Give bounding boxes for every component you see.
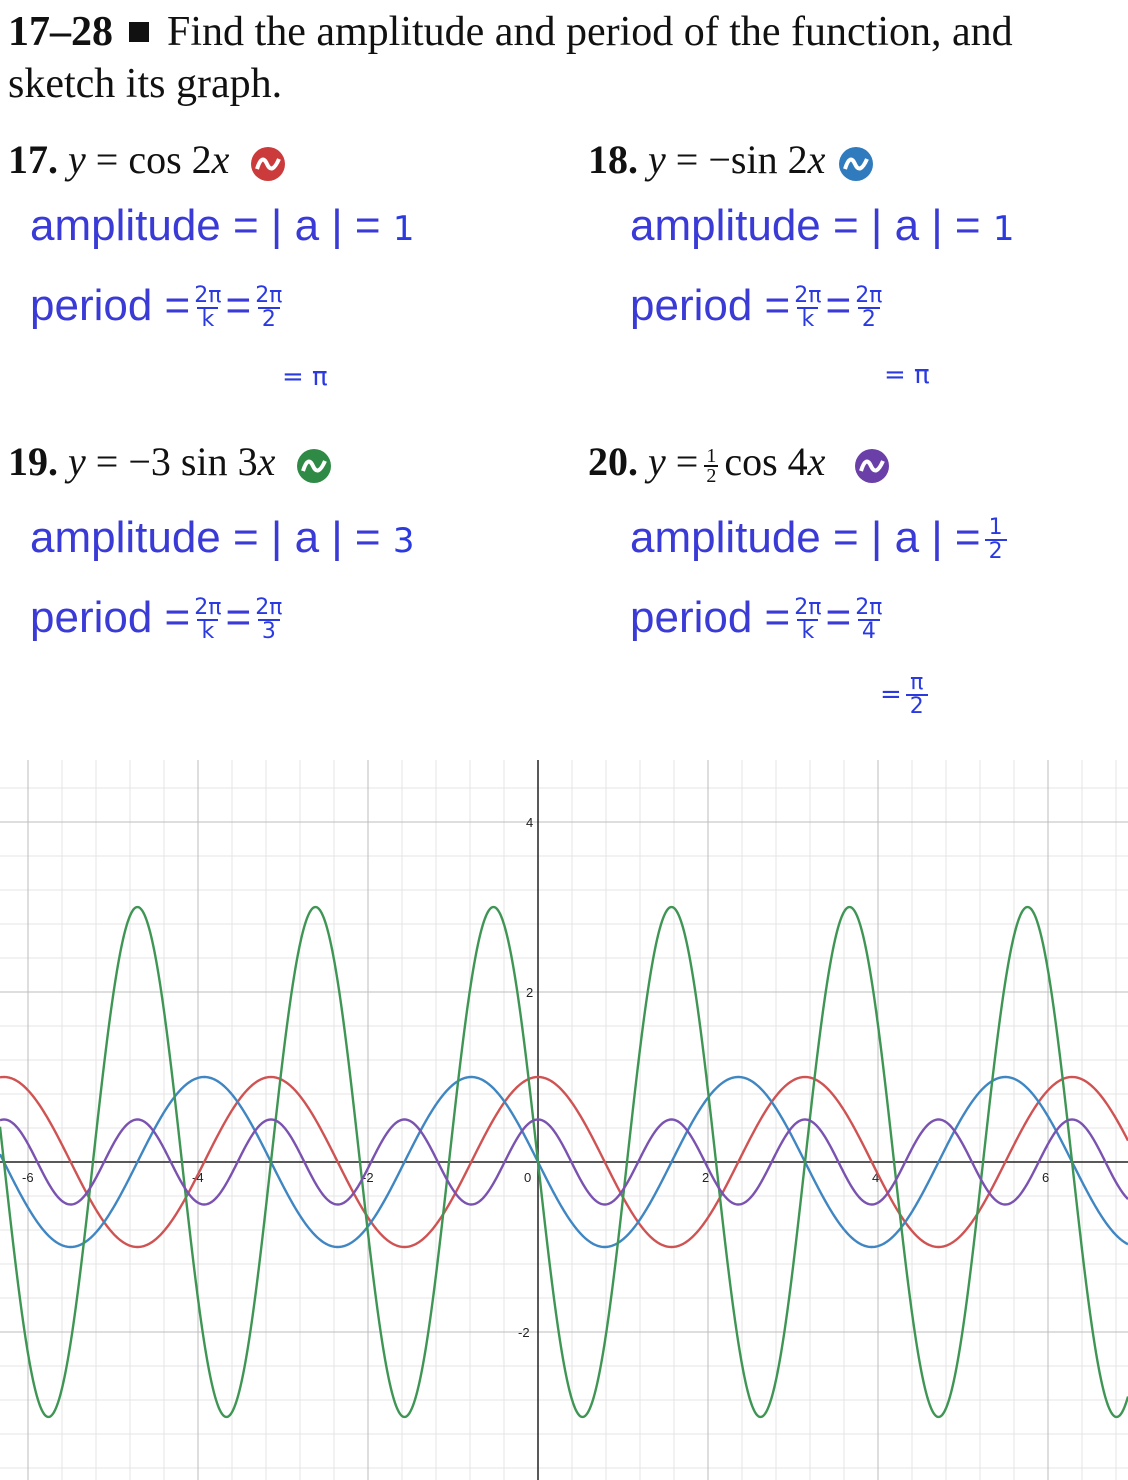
lhs-variable: y [68, 137, 86, 182]
equals-sign: = [95, 137, 119, 182]
x-tick-label: 4 [872, 1170, 879, 1185]
period-result-17: = π [282, 362, 328, 392]
amplitude-18: amplitude = | a | = 1 [630, 201, 1015, 250]
x-tick-label: 6 [1042, 1170, 1049, 1185]
graph-wave-icon[interactable] [855, 448, 890, 483]
square-bullet-icon [129, 22, 149, 43]
function-expression: −3 sin 3 [128, 439, 258, 484]
graph-wave-icon[interactable] [839, 146, 874, 181]
function-graph[interactable]: -6 -4 -2 0 2 4 6 4 2 -2 [0, 760, 1128, 1480]
lhs-variable: y [648, 439, 666, 484]
exercise-range: 17–28 [8, 9, 113, 55]
function-variable: x [807, 439, 826, 484]
period-19: period = 2π k = 2π 3 [30, 593, 283, 645]
graph-wave-icon[interactable] [297, 448, 332, 483]
amplitude-17: amplitude = | a | = 1 [30, 201, 415, 250]
amplitude-19: amplitude = | a | = 3 [30, 513, 415, 562]
problem-19: 19. y = −3 sin 3x [8, 439, 332, 484]
amplitude-value: 3 [392, 521, 415, 561]
problem-18: 18. y = −sin 2x [588, 137, 874, 182]
lhs-variable: y [648, 137, 666, 182]
amplitude-value: 1 [392, 209, 415, 249]
function-variable: x [211, 137, 230, 182]
period-result-18: = π [884, 360, 930, 390]
problem-number: 17. [8, 137, 58, 182]
equals-sign: = [95, 439, 119, 484]
x-tick-label: -6 [22, 1170, 34, 1185]
x-tick-label: -2 [362, 1170, 374, 1185]
equals-sign: = [675, 439, 699, 484]
x-tick-label: 0 [524, 1170, 531, 1185]
exercise-header: 17–28 Find the amplitude and period of th… [8, 6, 1108, 110]
problem-number: 19. [8, 439, 58, 484]
function-variable: x [807, 137, 826, 182]
curve-neg-3sin-3x [0, 905, 1128, 1419]
exercise-instructions: Find the amplitude and period of the fun… [8, 9, 1013, 107]
x-tick-label: 2 [702, 1170, 709, 1185]
function-expression: cos 2 [128, 137, 212, 182]
period-18: period = 2π k = 2π 2 [630, 281, 883, 333]
problem-17: 17. y = cos 2x [8, 137, 286, 182]
function-expression: cos 4 [724, 439, 808, 484]
curve-neg-sin-2x [0, 1075, 1128, 1249]
function-expression: −sin 2 [708, 137, 808, 182]
period-17: period = 2π k = 2π 2 [30, 281, 283, 333]
curve-half-cos-4x [0, 1118, 1128, 1206]
x-tick-label: -4 [192, 1170, 204, 1185]
equals-sign: = [675, 137, 699, 182]
amplitude-20: amplitude = | a | = 1 2 [630, 512, 1011, 564]
function-variable: x [257, 439, 276, 484]
amplitude-value: 1 [992, 209, 1015, 249]
lhs-variable: y [68, 439, 86, 484]
y-tick-label: 2 [526, 985, 533, 1000]
problem-20: 20. y = 1 2 cos 4x [588, 439, 890, 487]
y-tick-label: 4 [526, 815, 533, 830]
problem-number: 20. [588, 439, 638, 484]
problem-number: 18. [588, 137, 638, 182]
period-result-20: = π 2 [880, 672, 932, 718]
period-20: period = 2π k = 2π 4 [630, 593, 883, 645]
y-tick-label: -2 [518, 1325, 530, 1340]
graph-wave-icon[interactable] [251, 146, 286, 181]
